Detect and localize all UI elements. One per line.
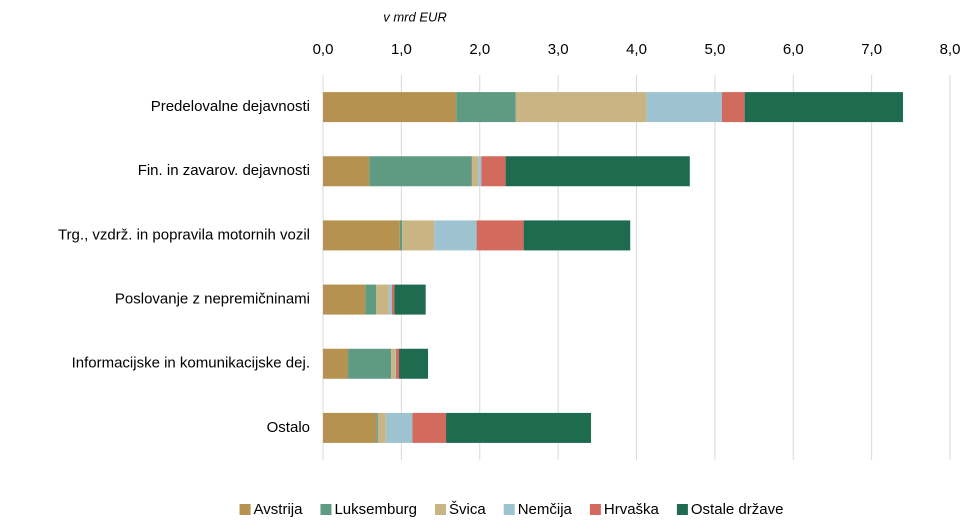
legend-label: Avstrija bbox=[254, 501, 304, 518]
category-label: Informacijske in komunikacijske dej. bbox=[72, 355, 310, 372]
bar-segment bbox=[515, 92, 647, 123]
bar-segment bbox=[395, 348, 400, 379]
bar-segment bbox=[399, 348, 429, 379]
legend-swatch bbox=[239, 504, 251, 515]
legend-label: Luksemburg bbox=[334, 501, 417, 518]
bar-segment bbox=[456, 92, 516, 123]
legend-swatch bbox=[435, 504, 447, 515]
bar-segment bbox=[376, 284, 389, 315]
bar-segment bbox=[646, 92, 722, 123]
legend-swatch bbox=[320, 504, 332, 515]
legend-label: Ostale države bbox=[691, 501, 784, 518]
x-tick-label: 8,0 bbox=[940, 41, 961, 58]
category-label: Predelovalne dejavnosti bbox=[151, 98, 310, 115]
category-label: Poslovanje z nepremičninami bbox=[115, 291, 310, 308]
bar-segment bbox=[323, 284, 366, 315]
bar-segment bbox=[478, 156, 482, 187]
x-tick-label: 2,0 bbox=[469, 41, 490, 58]
bar-segment bbox=[388, 284, 392, 315]
x-tick-label: 6,0 bbox=[783, 41, 804, 58]
bar-segment bbox=[402, 220, 435, 251]
axis-label: v mrd EUR bbox=[383, 9, 447, 24]
bar-segment bbox=[376, 412, 378, 443]
bar-segment bbox=[323, 156, 370, 187]
bar-segment bbox=[391, 348, 396, 379]
bar-segment bbox=[446, 412, 592, 443]
bar-segment bbox=[721, 92, 745, 123]
bar-segment bbox=[505, 156, 690, 187]
legend-label: Hrvaška bbox=[604, 501, 660, 518]
legend-label: Švica bbox=[449, 501, 486, 518]
bar-segment bbox=[323, 412, 377, 443]
bar-segment bbox=[394, 284, 426, 315]
bar-segment bbox=[481, 156, 506, 187]
bar-segment bbox=[434, 220, 477, 251]
bar-segment bbox=[412, 412, 447, 443]
category-label: Trg., vzdrž. in popravila motornih vozil bbox=[58, 226, 310, 243]
bar-segment bbox=[385, 412, 413, 443]
bar-segment bbox=[471, 156, 479, 187]
bar-segment bbox=[369, 156, 472, 187]
category-label: Ostalo bbox=[267, 419, 310, 436]
legend-label: Nemčija bbox=[518, 501, 573, 518]
bar-segment bbox=[399, 220, 403, 251]
x-tick-label: 5,0 bbox=[704, 41, 725, 58]
x-tick-label: 4,0 bbox=[626, 41, 647, 58]
bar-segment bbox=[377, 412, 386, 443]
legend-swatch bbox=[589, 504, 601, 515]
bar-segment bbox=[391, 284, 395, 315]
bar-segment bbox=[476, 220, 524, 251]
bar-segment bbox=[744, 92, 903, 123]
bar-segment bbox=[323, 348, 349, 379]
legend-swatch bbox=[676, 504, 688, 515]
legend-swatch bbox=[503, 504, 515, 515]
bar-segment bbox=[523, 220, 631, 251]
x-tick-label: 1,0 bbox=[391, 41, 412, 58]
bar-segment bbox=[395, 348, 396, 379]
bar-segment bbox=[323, 92, 457, 123]
x-tick-label: 7,0 bbox=[861, 41, 882, 58]
x-tick-label: 3,0 bbox=[548, 41, 569, 58]
bar-segment bbox=[348, 348, 392, 379]
category-label: Fin. in zavarov. dejavnosti bbox=[138, 162, 310, 179]
x-tick-label: 0,0 bbox=[313, 41, 334, 58]
bar-segment bbox=[365, 284, 377, 315]
bar-segment bbox=[323, 220, 400, 251]
